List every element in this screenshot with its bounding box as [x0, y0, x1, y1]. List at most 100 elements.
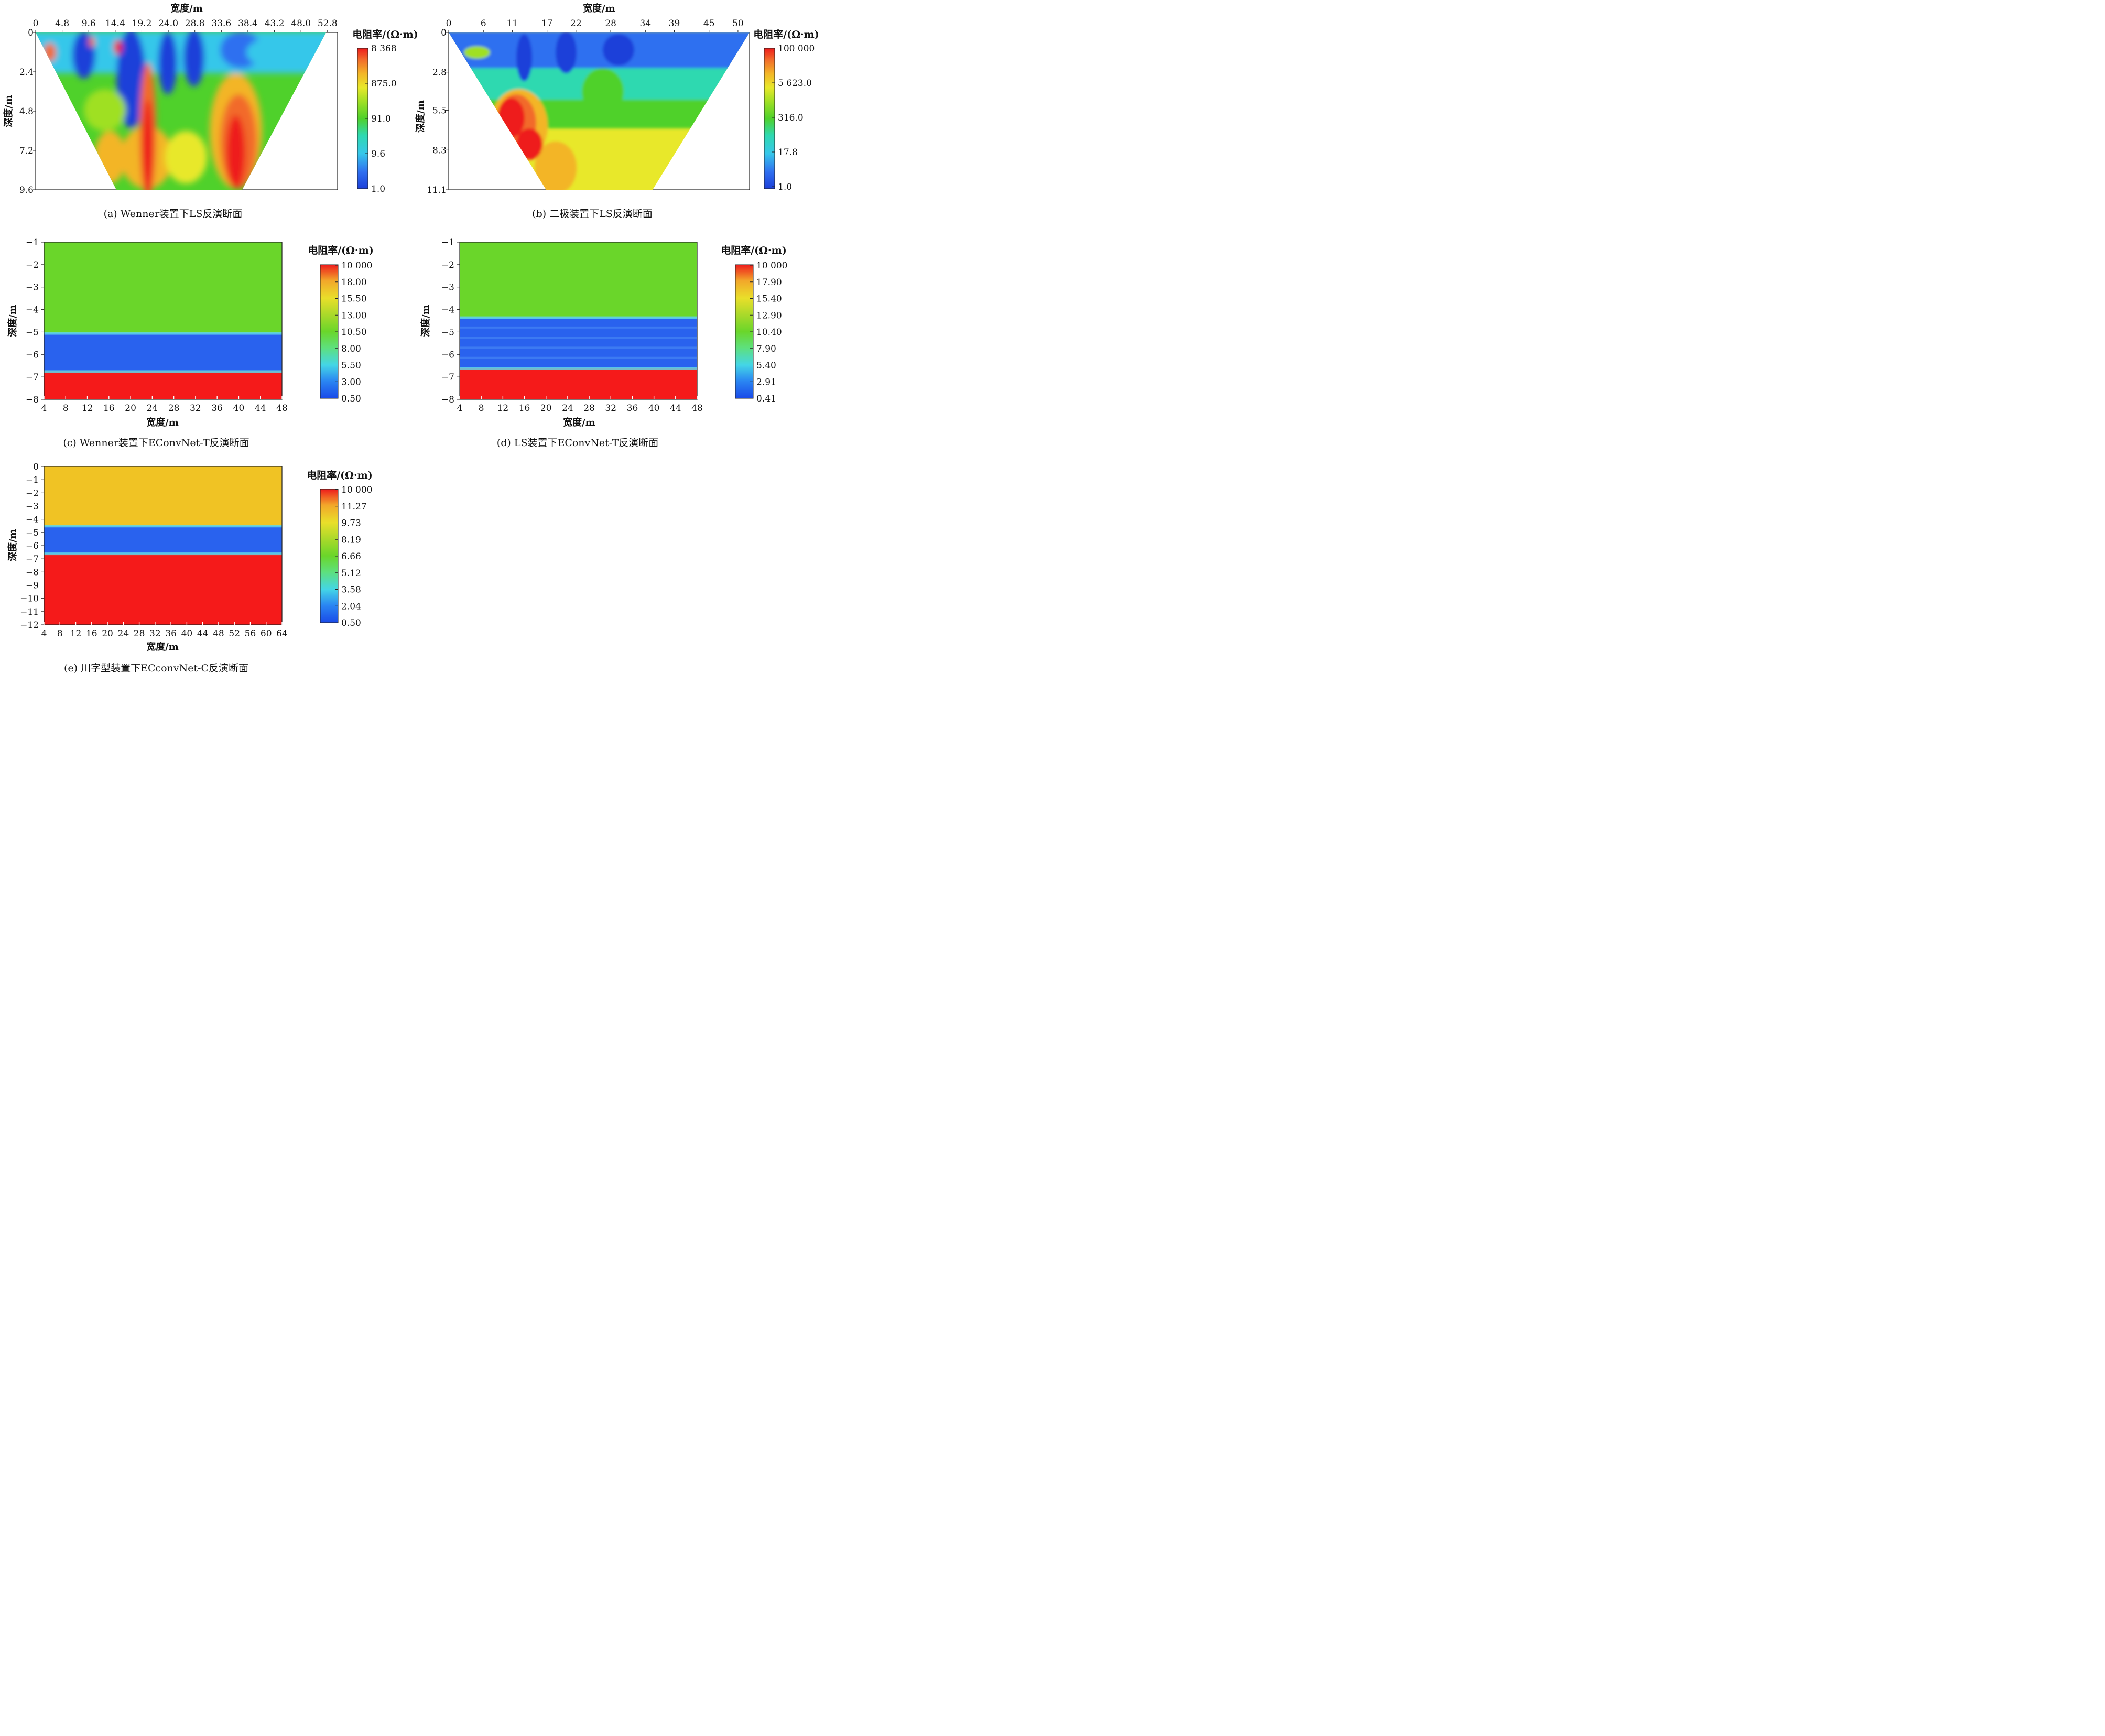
panel-e-layer: [44, 466, 282, 526]
panel-b-y-tick-label: 11.1: [427, 185, 447, 196]
panel-e-x-tick-label: 40: [181, 628, 193, 639]
panel-c-colorbar-tick-label: 0.50: [341, 394, 361, 404]
panel-d-caption: (d) LS装置下EConvNet-T反演断面: [497, 437, 658, 449]
panel-c-y-tick-label: −4: [26, 305, 39, 316]
panel-a-y-ticks: 0 2.4 4.8 7.2 9.6: [19, 28, 36, 196]
panel-d-layer-band: [460, 356, 697, 359]
panel-e-y-tick-label: −11: [20, 607, 39, 617]
panel-a-x-tick-label: 43.2: [265, 18, 285, 29]
panel-b-colorbar-tick-label: 17.8: [778, 147, 798, 158]
panel-e-y-tick-label: −2: [26, 488, 39, 498]
figure: 宽度/m 0 4.8 9.6 14.4 19.2 24.0 28.8 33.6 38.4 43.2…: [3, 3, 819, 674]
panel-b: 宽度/m 0 6 11 17 22 28 34 39 45 50 深度/m 0 2.8 5.5 8.3 1…: [415, 3, 819, 220]
panel-c-x-tick-label: 12: [82, 403, 93, 414]
panel-d-x-tick-label: 28: [583, 403, 595, 414]
panel-b-colorbar-tick-label: 100 000: [778, 44, 815, 54]
panel-e-x-tick-label: 56: [245, 628, 256, 639]
panel-c-caption: (c) Wenner装置下EConvNet-T反演断面: [63, 437, 249, 449]
panel-a-y-tick-label: 7.2: [19, 146, 34, 156]
panel-c-x-tick-label: 36: [211, 403, 223, 414]
panel-e-y-tick-label: 0: [33, 462, 39, 472]
panel-e-y-tick-label: −3: [26, 502, 39, 512]
panel-d-layer-band: [460, 346, 697, 349]
panel-d-colorbar-tick-label: 2.91: [756, 377, 776, 387]
panel-c-x-tick-label: 40: [233, 403, 245, 414]
panel-c-x-tick-label: 28: [168, 403, 180, 414]
panel-e-x-tick-label: 4: [41, 628, 47, 639]
panel-d-colorbar-tick-label: 17.90: [756, 277, 782, 288]
panel-d-y-tick-label: −2: [441, 260, 454, 270]
panel-c-layer-boundary: [44, 370, 282, 373]
panel-c-x-tick-label: 24: [147, 403, 158, 414]
panel-d-x-tick-label: 24: [562, 403, 573, 414]
panel-c-x-tick-label: 8: [63, 403, 69, 414]
panel-e-plot: 4 8 12 16 20 24 28 32 36 40 44 48 52 56 60 640−1−2−3−4−…: [20, 462, 288, 639]
panel-a-y-tick-label: 2.4: [19, 67, 34, 78]
panel-b-x-tick-label: 45: [703, 18, 715, 29]
panel-a-x-tick-label: 0: [33, 18, 39, 29]
panel-e-x-tick-label: 44: [197, 628, 209, 639]
panel-d-colorbar-tick-label: 15.40: [756, 294, 782, 305]
panel-e-colorbar-tick-label: 8.19: [341, 535, 361, 545]
panel-e-x-tick-label: 8: [57, 628, 63, 639]
panel-a-x-tick-label: 4.8: [55, 18, 69, 29]
panel-a-y-tick-label: 4.8: [19, 106, 34, 117]
panel-e-x-tick-label: 24: [118, 628, 129, 639]
panel-b-colorbar: 电阻率/(Ω·m) 100 000 5 623.0 316.0 17.8 1.0: [753, 28, 819, 192]
panel-d-colorbar-tick-label: 5.40: [756, 361, 776, 371]
panel-c-y-tick-label: −8: [26, 395, 39, 405]
panel-a-xlabel: 宽度/m: [170, 3, 203, 14]
panel-e-layer: [44, 526, 282, 554]
panel-d-y-tick-label: −7: [441, 372, 454, 383]
panel-a-colorbar: 电阻率/(Ω·m) 8 368 875.0 91.0 9.6 1.0: [352, 28, 418, 194]
panel-e-ylabel: 深度/m: [7, 529, 18, 561]
panel-c-colorbar-tick-label: 18.00: [341, 277, 367, 288]
panel-d-y-tick-label: −6: [441, 350, 454, 360]
panel-d-colorbar-tick-label: 10 000: [756, 261, 787, 271]
panel-e-layer: [44, 554, 282, 625]
panel-c-x-tick-label: 20: [125, 403, 136, 414]
panel-d-colorbar-tick-label: 7.90: [756, 344, 776, 354]
panel-b-y-tick-label: 8.3: [432, 145, 447, 156]
panel-a-caption: (a) Wenner装置下LS反演断面: [104, 208, 243, 220]
panel-c-colorbar-tick-label: 8.00: [341, 344, 361, 354]
panel-b-caption: (b) 二极装置下LS反演断面: [532, 208, 653, 220]
panel-d-x-tick-label: 44: [670, 403, 681, 414]
panel-d-frame: [459, 242, 698, 400]
panel-e-x-tick-label: 52: [229, 628, 240, 639]
panel-b-y-tick-label: 5.5: [432, 106, 447, 116]
panel-c-y-tick-label: −2: [26, 260, 39, 270]
panel-c-y-tick-label: −1: [26, 237, 39, 248]
panel-c-layer-boundary: [44, 332, 282, 335]
panel-c-colorbar-tick-label: 5.50: [341, 361, 361, 371]
panel-b-x-tick-label: 17: [541, 18, 553, 29]
panel-a-x-tick-label: 9.6: [82, 18, 96, 29]
panel-e-y-tick-label: −10: [20, 594, 39, 604]
panel-e-y-tick-label: −6: [26, 541, 39, 551]
panel-c-x-tick-label: 32: [190, 403, 201, 414]
panel-c-colorbar-tick-label: 3.00: [341, 377, 361, 387]
panel-a-colorbar-tick-label: 8 368: [371, 44, 397, 54]
panel-a-section: [36, 32, 326, 190]
panel-d-plot: 4 8 12 16 20 24 28 32 36 40 44 48−1−2−3−4−5−6−7−8: [441, 237, 703, 414]
panel-e-layer-boundary: [44, 552, 282, 556]
panel-e-colorbar-tick-label: 11.27: [341, 502, 367, 512]
panel-c-layer: [44, 371, 282, 399]
panel-c: 4 8 12 16 20 24 28 32 36 40 44 48−1−2−3−4−5−6−7−8 深…: [7, 237, 374, 449]
panel-d-colorbar: 电阻率/(Ω·m) 10 000 17.90 15.40 12.90 10.40 7.90…: [721, 244, 787, 404]
panel-b-colorbar-title: 电阻率/(Ω·m): [753, 28, 819, 40]
panel-a-x-tick-label: 48.0: [291, 18, 311, 29]
panel-a-x-tick-label: 14.4: [105, 18, 125, 29]
panel-e-colorbar-tick-label: 3.58: [341, 585, 361, 595]
panel-e-y-tick-label: −5: [26, 528, 39, 538]
panel-d-layer: [460, 317, 697, 368]
panel-c-x-tick-label: 16: [103, 403, 115, 414]
panel-d-colorbar-tick-label: 12.90: [756, 310, 782, 321]
panel-e-y-tick-label: −8: [26, 567, 39, 578]
panel-d: 4 8 12 16 20 24 28 32 36 40 44 48−1−2−3−4−5−6−7−8 深…: [420, 237, 787, 449]
panel-d-colorbar-tick-label: 0.41: [756, 394, 776, 404]
panel-b-x-tick-label: 50: [732, 18, 744, 29]
panel-e-colorbar-title: 电阻率/(Ω·m): [307, 469, 373, 481]
panel-d-x-tick-label: 12: [497, 403, 509, 414]
panel-c-y-tick-label: −7: [26, 372, 39, 383]
